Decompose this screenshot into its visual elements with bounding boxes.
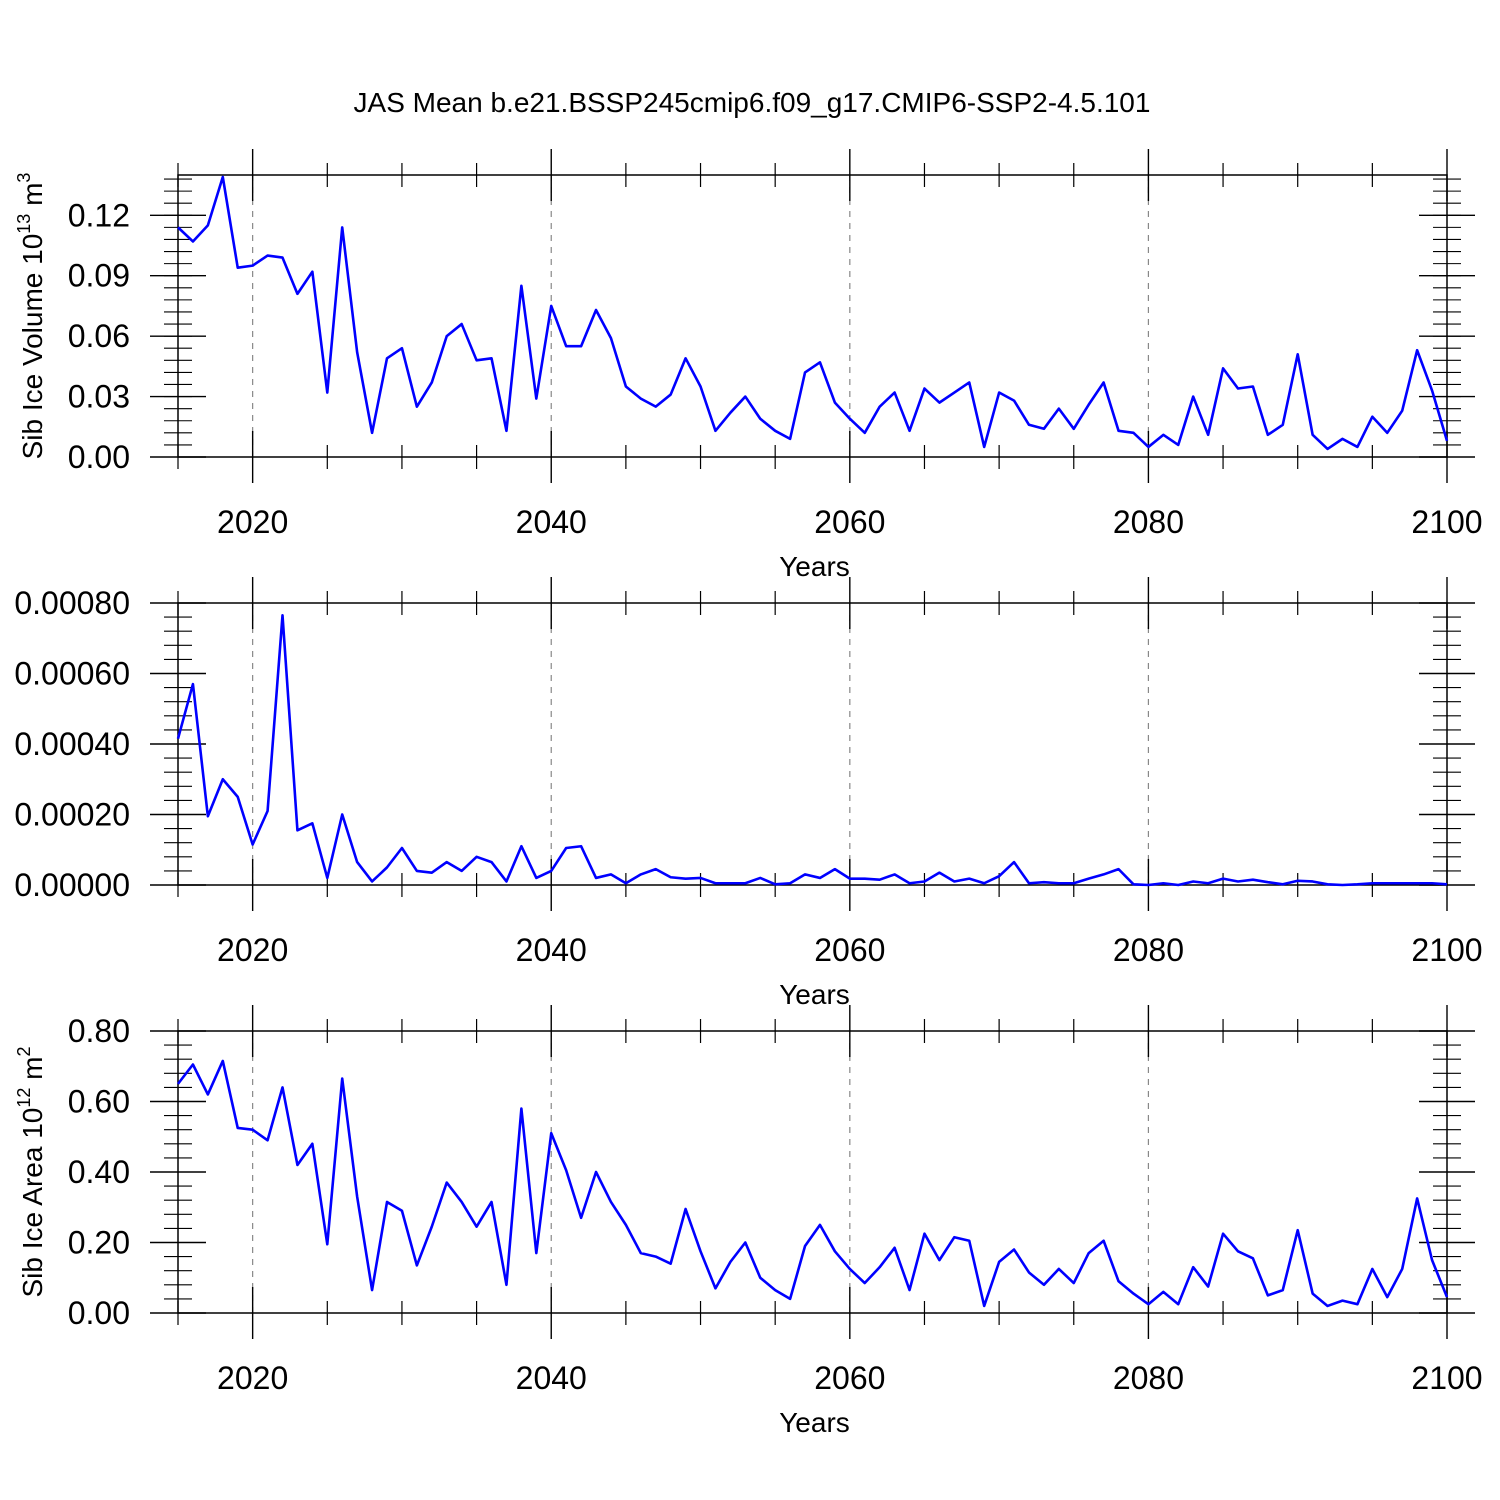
y-tick-label: 0.40	[68, 1154, 130, 1190]
y-axis-label: Sib Ice Volume 1013 m3	[14, 173, 48, 460]
x-axis-label: Years	[779, 551, 850, 582]
y-tick-label: 0.60	[68, 1084, 130, 1120]
panel-3: 2020 2040 2060 2080 2100 0.00 0.20 0.40 0.60 0.80…	[14, 1005, 1483, 1438]
plot-frame	[177, 1030, 1448, 1314]
x-tick-label: 2020	[217, 1360, 288, 1396]
x-tick-label: 2060	[814, 504, 885, 540]
x-tick-label: 2080	[1113, 932, 1184, 968]
y-axis-label: Sib Ice Area 1012 m2	[14, 1046, 48, 1297]
y-tick-label: 0.12	[68, 197, 130, 233]
x-tick-label: 2100	[1411, 1360, 1482, 1396]
y-tick-label: 0.03	[68, 379, 130, 415]
y-tick-label: 0.80	[68, 1013, 130, 1049]
plot-frame	[177, 174, 1448, 458]
x-tick-label: 2040	[516, 504, 587, 540]
x-tick-label: 2060	[814, 1360, 885, 1396]
y-tick-label: 0.00	[68, 1295, 130, 1331]
plot-frame	[177, 602, 1448, 886]
y-tick-label: 0.00040	[14, 726, 130, 762]
x-tick-label: 2020	[217, 504, 288, 540]
data-line-1	[177, 175, 1449, 451]
y-tick-label: 0.06	[68, 318, 130, 354]
panel-1: 2020 2040 2060 2080 2100 0.00 0.03 0.06 0.09 0.12…	[14, 149, 1483, 582]
x-axis-label: Years	[779, 1407, 850, 1438]
y-tick-label: 0.20	[68, 1225, 130, 1261]
y-tick-label: 0.00080	[14, 585, 130, 621]
y-tick-label: 0.09	[68, 258, 130, 294]
x-tick-label: 2040	[516, 932, 587, 968]
data-line-3	[176, 1059, 1449, 1308]
y-tick-label: 0.00060	[14, 656, 130, 692]
y-tick-label: 0.00020	[14, 797, 130, 833]
x-tick-label: 2080	[1113, 504, 1184, 540]
x-tick-label: 2020	[217, 932, 288, 968]
panel-2: 2020 2040 2060 2080 2100 0.00000 0.00020 0.0004…	[14, 577, 1483, 1010]
chart-title: JAS Mean b.e21.BSSP245cmip6.f09_g17.CMIP…	[354, 87, 1151, 118]
panels: 2020 2040 2060 2080 2100 0.00 0.03 0.06 0.09 0.12…	[14, 149, 1483, 1438]
y-tick-label: 0.00000	[14, 867, 130, 903]
data-line-2	[176, 614, 1448, 887]
x-axis-label: Years	[779, 979, 850, 1010]
y-tick-label: 0.00	[68, 439, 130, 475]
x-tick-label: 2080	[1113, 1360, 1184, 1396]
x-tick-label: 2100	[1411, 504, 1482, 540]
x-tick-label: 2040	[516, 1360, 587, 1396]
x-tick-label: 2100	[1411, 932, 1482, 968]
x-tick-label: 2060	[814, 932, 885, 968]
